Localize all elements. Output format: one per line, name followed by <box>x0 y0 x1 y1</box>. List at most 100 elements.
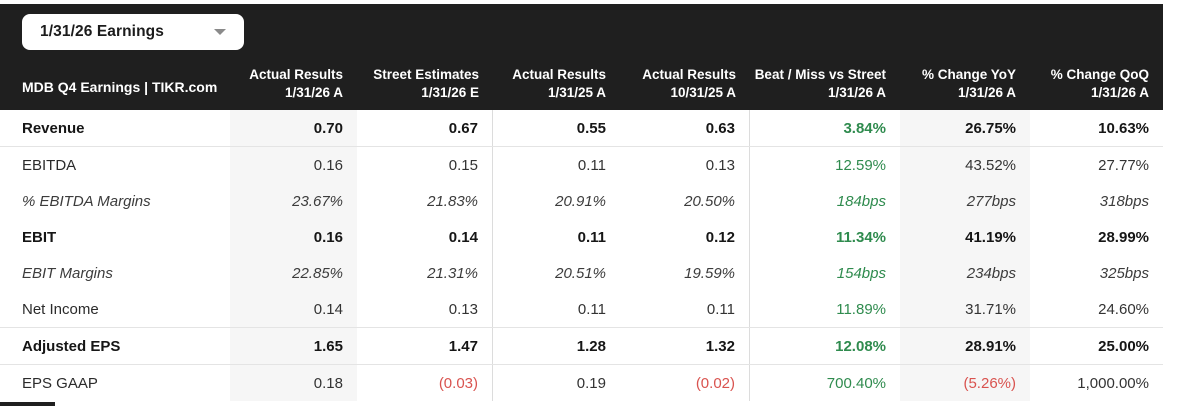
column-header-line2: 1/31/25 A <box>547 85 606 100</box>
column-header-line1: % Change QoQ <box>1050 67 1149 82</box>
header-row: MDB Q4 Earnings | TIKR.com Actual Result… <box>0 66 1163 110</box>
column-header-line1: % Change YoY <box>921 67 1016 82</box>
table-cell: 0.19 <box>576 374 606 392</box>
table-cell: 20.91% <box>555 192 606 210</box>
table-cell: 11.89% <box>836 300 886 318</box>
table-cell: 700.40% <box>826 374 886 392</box>
table-cell: 1.32 <box>620 328 750 364</box>
table-cell: 0.55 <box>576 119 606 137</box>
table-title: MDB Q4 Earnings | TIKR.com <box>22 79 218 95</box>
table-cell: 21.83% <box>357 183 493 219</box>
row-label: EBIT <box>22 228 57 246</box>
table-row: EBIT Margins 22.85% 21.31% 20.51% 19.59% 154b… <box>0 255 1163 291</box>
row-label: EBITDA <box>22 156 77 174</box>
table-cell: 1,000.00% <box>1077 374 1149 392</box>
table-cell: 12.08% <box>835 337 886 355</box>
column-header-line2: 1/31/26 A <box>1090 85 1149 100</box>
table-cell: 3.84% <box>843 119 886 137</box>
table-cell: 26.75% <box>900 110 1030 146</box>
column-header-line1: Actual Results <box>642 67 736 82</box>
row-label: Revenue <box>22 119 85 137</box>
table-cell: 12.59% <box>835 156 886 174</box>
chevron-down-icon <box>214 29 226 35</box>
column-header-line1: Actual Results <box>512 67 606 82</box>
table-cell: 0.70 <box>230 110 357 146</box>
table-row: Revenue 0.70 0.67 0.55 0.63 3.84% 26.75% 10.63% <box>0 110 1163 147</box>
table-row: EBIT 0.16 0.14 0.11 0.12 11.34% 41.19% 28.99% <box>0 219 1163 255</box>
table-cell: 19.59% <box>620 255 750 291</box>
table-cell: 0.67 <box>357 110 493 146</box>
table-cell: 184bps <box>836 192 886 210</box>
table-cell: 0.14 <box>230 291 357 327</box>
table-row: EPS GAAP 0.18 (0.03) 0.19 (0.02) 700.40% (5.26… <box>0 365 1163 401</box>
table-row: % EBITDA Margins 23.67% 21.83% 20.91% 20.50%… <box>0 183 1163 219</box>
table-cell: 0.13 <box>357 291 493 327</box>
table-cell: 23.67% <box>230 183 357 219</box>
table-cell: 0.11 <box>577 228 606 246</box>
column-header-line1: Beat / Miss vs Street <box>754 67 886 82</box>
column-header: Actual Results 10/31/25 A <box>620 66 750 102</box>
table-cell: 41.19% <box>900 219 1030 255</box>
column-header: % Change YoY 1/31/26 A <box>900 66 1030 102</box>
table-cell: 0.63 <box>620 110 750 146</box>
table-cell: 154bps <box>836 264 886 282</box>
table-cell: 20.50% <box>620 183 750 219</box>
row-label: % EBITDA Margins <box>22 192 151 210</box>
column-header-line1: Actual Results <box>249 67 343 82</box>
table-cell: 1.47 <box>357 328 493 364</box>
table-cell: 28.91% <box>900 328 1030 364</box>
table-row: EBITDA 0.16 0.15 0.11 0.13 12.59% 43.52% 27.77% <box>0 147 1163 183</box>
table-cell: 234bps <box>900 255 1030 291</box>
column-header-line2: 1/31/26 E <box>421 85 479 100</box>
table-cell: 21.31% <box>357 255 493 291</box>
table-cell: 20.51% <box>555 264 606 282</box>
row-label: Adjusted EPS <box>22 337 121 355</box>
table-cell: (5.26%) <box>900 365 1030 401</box>
column-header-line1: Street Estimates <box>373 67 479 82</box>
table-cell: 277bps <box>900 183 1030 219</box>
table-cell: 1.28 <box>576 337 606 355</box>
row-label: EBIT Margins <box>22 264 113 282</box>
table-row: Adjusted EPS 1.65 1.47 1.28 1.32 12.08% 28.91%… <box>0 328 1163 365</box>
column-header: Actual Results 1/31/25 A <box>493 66 620 102</box>
table-cell: 27.77% <box>1098 156 1149 174</box>
row-label: Net Income <box>22 300 99 318</box>
column-header: Actual Results 1/31/26 A <box>230 66 357 102</box>
column-header: Beat / Miss vs Street 1/31/26 A <box>750 66 900 102</box>
table-cell: (0.03) <box>357 365 493 401</box>
table-cell: 318bps <box>1099 192 1149 210</box>
table-cell: 325bps <box>1099 264 1149 282</box>
table-cell: 0.11 <box>620 291 750 327</box>
period-dropdown-label: 1/31/26 Earnings <box>40 23 164 40</box>
bottom-cutoff-bar <box>0 402 55 406</box>
table-cell: 0.11 <box>577 300 606 318</box>
column-header-line2: 10/31/25 A <box>670 85 736 100</box>
table-cell: 24.60% <box>1098 300 1149 318</box>
table-cell: 0.15 <box>357 147 493 183</box>
table-cell: 1.65 <box>230 328 357 364</box>
column-header-line2: 1/31/26 A <box>284 85 343 100</box>
table-header-panel: 1/31/26 Earnings MDB Q4 Earnings | TIKR.… <box>0 4 1163 110</box>
table-cell: 25.00% <box>1098 337 1149 355</box>
column-header-line2: 1/31/26 A <box>827 85 886 100</box>
table-cell: 0.14 <box>357 219 493 255</box>
table-cell: 43.52% <box>900 147 1030 183</box>
table-cell: 0.11 <box>577 156 606 174</box>
table-cell: 28.99% <box>1098 228 1149 246</box>
table-cell: 0.12 <box>620 219 750 255</box>
table-cell: 22.85% <box>230 255 357 291</box>
table-cell: 0.16 <box>230 147 357 183</box>
column-header-line2: 1/31/26 A <box>957 85 1016 100</box>
table-cell: 0.13 <box>620 147 750 183</box>
table-cell: 0.18 <box>230 365 357 401</box>
period-dropdown[interactable]: 1/31/26 Earnings <box>22 14 244 50</box>
table-row: Net Income 0.14 0.13 0.11 0.11 11.89% 31.71% 24… <box>0 291 1163 328</box>
column-header: % Change QoQ 1/31/26 A <box>1030 66 1163 102</box>
table-cell: 31.71% <box>900 291 1030 327</box>
table-cell: 0.16 <box>230 219 357 255</box>
table-cell: (0.02) <box>620 365 750 401</box>
table-cell: 10.63% <box>1098 119 1149 137</box>
column-header: Street Estimates 1/31/26 E <box>357 66 493 102</box>
table-cell: 11.34% <box>835 228 886 246</box>
row-label: EPS GAAP <box>22 374 98 392</box>
